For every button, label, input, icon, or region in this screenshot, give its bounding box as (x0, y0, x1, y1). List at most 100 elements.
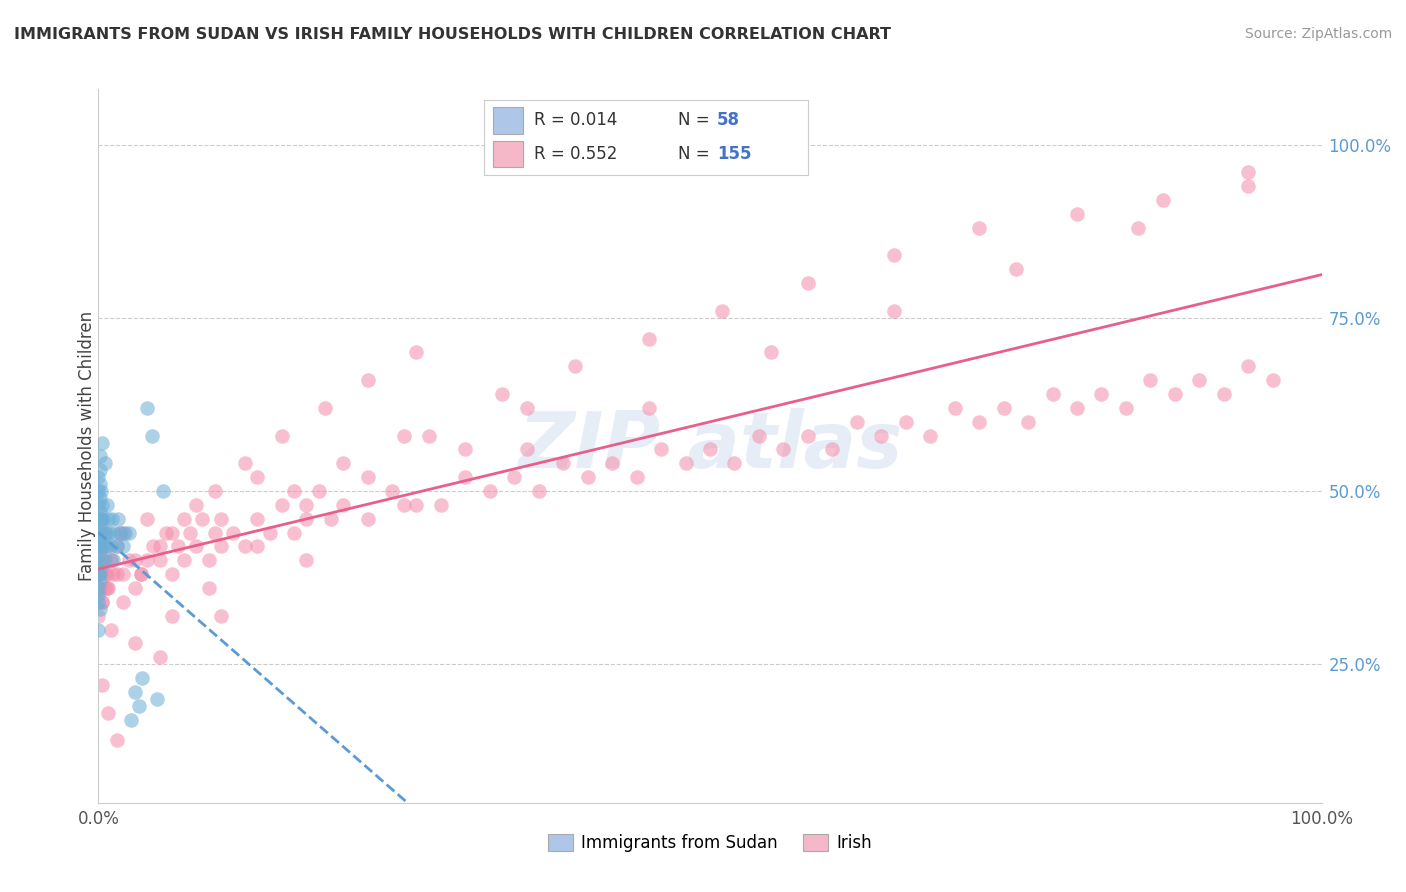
Point (209, 540, 232, 554)
Point (527, 483, 550, 498)
Point (1115, 401, 1137, 415)
Point (967, 220, 990, 235)
Point (89, 505, 111, 519)
Point (392, 428, 416, 442)
Point (259, 525, 281, 540)
Point (89, 463, 111, 477)
Point (111, 567, 134, 582)
Point (650, 442, 672, 457)
Point (797, 428, 820, 442)
Point (356, 512, 378, 526)
Point (821, 442, 844, 457)
Point (89, 450, 111, 464)
Point (1090, 387, 1112, 401)
Point (314, 401, 336, 415)
Point (105, 567, 128, 582)
Point (91, 435, 114, 450)
Point (1017, 415, 1039, 429)
Point (675, 456, 697, 470)
Point (128, 698, 150, 713)
Point (246, 512, 269, 526)
Point (204, 483, 226, 498)
Point (89, 525, 111, 540)
Point (748, 428, 770, 442)
Point (101, 567, 124, 582)
Point (105, 540, 128, 554)
Point (91, 553, 114, 567)
Point (1066, 401, 1088, 415)
Point (173, 553, 195, 567)
Point (478, 483, 501, 498)
Point (110, 525, 132, 540)
Point (454, 442, 477, 457)
Point (430, 498, 453, 512)
Point (160, 567, 183, 582)
Point (93, 456, 115, 470)
Point (295, 498, 318, 512)
Point (97, 706, 120, 720)
Point (136, 553, 159, 567)
Point (96, 581, 118, 595)
Point (89, 581, 111, 595)
Point (626, 470, 648, 484)
Point (564, 359, 586, 374)
Point (91, 512, 114, 526)
Point (97, 581, 120, 595)
Point (90, 512, 112, 526)
Point (332, 456, 354, 470)
Point (711, 304, 734, 318)
Point (96, 567, 118, 582)
Point (114, 525, 136, 540)
Point (124, 636, 146, 650)
Y-axis label: Family Households with Children: Family Households with Children (79, 311, 96, 581)
Point (894, 415, 917, 429)
Point (1188, 373, 1211, 387)
Point (93, 525, 115, 540)
Point (270, 428, 294, 442)
Point (186, 540, 208, 554)
Point (1164, 387, 1187, 401)
Point (772, 442, 794, 457)
Point (209, 608, 232, 623)
Point (600, 456, 623, 470)
Text: ZIP atlas: ZIP atlas (517, 408, 903, 484)
Point (270, 498, 294, 512)
Point (283, 525, 305, 540)
Point (993, 401, 1015, 415)
Point (638, 401, 661, 415)
Point (87, 567, 110, 582)
Point (553, 456, 575, 470)
Point (723, 456, 745, 470)
Point (124, 685, 146, 699)
Point (699, 442, 721, 457)
Point (233, 456, 256, 470)
Point (308, 483, 330, 498)
Point (1042, 387, 1064, 401)
Point (160, 608, 183, 623)
Point (87, 533, 110, 547)
Point (90, 483, 112, 498)
Point (197, 553, 219, 567)
Point (90, 512, 112, 526)
Legend: Immigrants from Sudan, Irish: Immigrants from Sudan, Irish (541, 827, 879, 859)
Point (1212, 387, 1234, 401)
Point (149, 540, 172, 554)
Point (87, 483, 110, 498)
Point (246, 540, 269, 554)
Point (100, 540, 122, 554)
Point (173, 512, 195, 526)
Point (87, 470, 110, 484)
Point (179, 525, 201, 540)
Point (160, 525, 183, 540)
Point (797, 276, 820, 290)
Point (883, 248, 905, 262)
Point (118, 525, 141, 540)
Point (883, 304, 905, 318)
Point (491, 387, 513, 401)
Point (98, 525, 121, 540)
Point (87, 588, 110, 602)
Point (576, 470, 599, 484)
Point (107, 512, 129, 526)
Point (91, 498, 114, 512)
Point (87, 540, 110, 554)
